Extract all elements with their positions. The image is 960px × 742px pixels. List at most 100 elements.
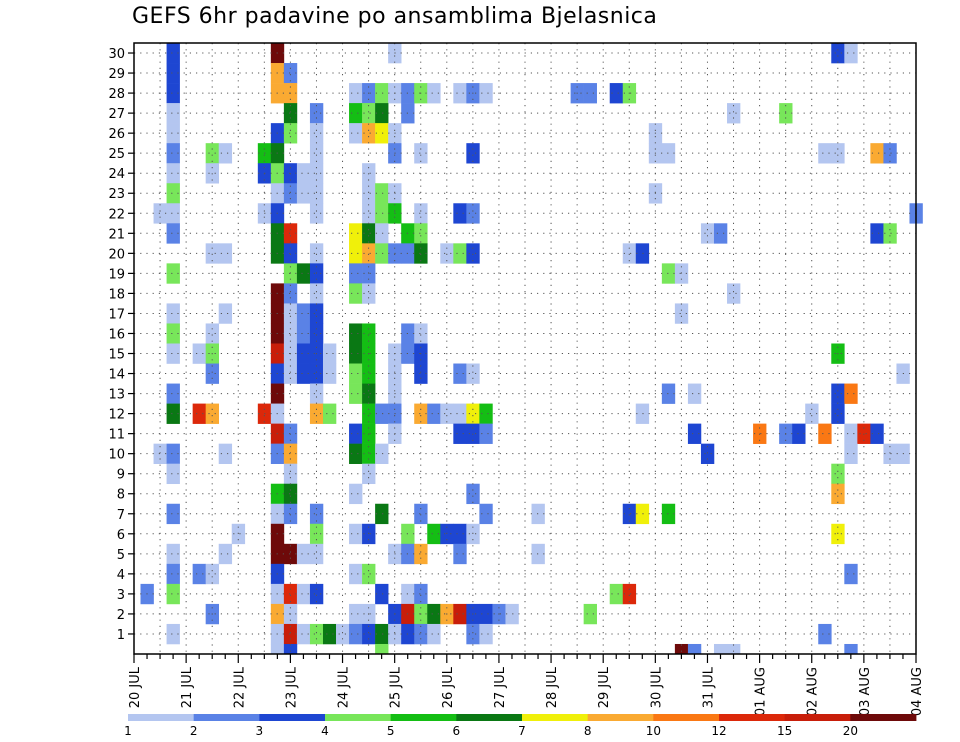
- heatmap-cell: [453, 403, 467, 424]
- x-tick-label: 22 JUL: [232, 666, 247, 708]
- legend-swatch: [456, 714, 523, 721]
- heatmap-cell: [727, 283, 741, 304]
- y-axis: 1234567891011121314151617181920212223242…: [108, 47, 134, 643]
- x-tick-label: 20 JUL: [128, 666, 143, 708]
- heatmap-cell: [349, 383, 363, 404]
- heatmap-cell: [166, 183, 180, 204]
- heatmap-cell: [153, 203, 167, 224]
- y-tick-label: 25: [108, 147, 125, 162]
- heatmap-cell: [283, 63, 298, 84]
- heatmap-cell: [349, 363, 363, 384]
- heatmap-cell: [166, 623, 180, 645]
- heatmap-cell: [166, 63, 180, 84]
- legend-label: 3: [256, 724, 264, 738]
- heatmap-cell: [427, 623, 441, 645]
- heatmap-cell: [218, 303, 233, 324]
- legend-swatch: [719, 714, 786, 721]
- heatmap-cell: [218, 143, 233, 164]
- y-tick-label: 7: [117, 508, 125, 523]
- heatmap-cell: [362, 123, 376, 144]
- heatmap-cell: [166, 103, 180, 124]
- legend-label: 2: [190, 724, 198, 738]
- x-tick-label: 04 AUG: [910, 667, 925, 716]
- heatmap-cell: [414, 623, 428, 645]
- y-tick-label: 5: [117, 548, 125, 563]
- heatmap-cell: [296, 183, 311, 204]
- x-tick-label: 26 JUL: [441, 666, 456, 708]
- heatmap-cell: [322, 363, 337, 384]
- y-tick-label: 16: [108, 327, 125, 342]
- legend-label: 7: [518, 724, 526, 738]
- heatmap-cell: [687, 383, 702, 404]
- heatmap-cell: [166, 143, 180, 164]
- heatmap-cell: [831, 383, 845, 404]
- y-tick-label: 13: [108, 388, 125, 403]
- heatmap-cell: [349, 243, 363, 264]
- heatmap-cell: [192, 403, 206, 424]
- heatmap-cell: [466, 403, 480, 424]
- heatmap-cell: [283, 483, 298, 505]
- heatmap-cell: [349, 83, 363, 104]
- legend-swatch: [128, 714, 195, 721]
- heatmap-cell: [349, 343, 363, 364]
- heatmap-cell: [283, 183, 298, 204]
- heatmap-cell: [283, 623, 298, 645]
- heatmap-cell: [166, 463, 180, 485]
- chart-grid: [134, 43, 916, 654]
- y-tick-label: 1: [117, 628, 125, 643]
- heatmap-cell: [375, 623, 389, 645]
- x-tick-label: 02 AUG: [806, 667, 821, 716]
- heatmap-cell: [362, 463, 376, 485]
- y-tick-label: 6: [117, 528, 125, 543]
- heatmap-cell: [309, 183, 324, 204]
- y-tick-label: 19: [108, 267, 125, 282]
- heatmap-cell: [349, 263, 363, 284]
- heatmap-cell: [479, 603, 493, 625]
- heatmap-cell: [883, 143, 897, 164]
- heatmap-cell: [349, 623, 363, 645]
- heatmap-cell: [192, 343, 206, 364]
- heatmap-cell: [427, 523, 441, 545]
- y-tick-label: 4: [117, 568, 125, 583]
- x-tick-label: 03 AUG: [858, 667, 873, 716]
- heatmap-cell: [453, 83, 467, 104]
- heatmap-cell: [700, 443, 715, 464]
- heatmap-cell: [414, 223, 428, 244]
- legend-swatch: [259, 714, 326, 721]
- heatmap-cell: [296, 263, 311, 284]
- heatmap-cell: [349, 323, 363, 344]
- heatmap-cell: [205, 243, 220, 264]
- heatmap-cell: [727, 643, 741, 655]
- heatmap-cell: [414, 143, 428, 164]
- heatmap-cell: [818, 143, 832, 164]
- heatmap-cell: [309, 623, 324, 645]
- heatmap-cell: [362, 563, 376, 585]
- heatmap-cell: [362, 243, 376, 264]
- heatmap-cell: [205, 403, 220, 424]
- heatmap-cell: [283, 303, 298, 324]
- heatmap-cell: [166, 563, 180, 585]
- heatmap-cell: [844, 443, 858, 464]
- heatmap-cell: [166, 263, 180, 284]
- heatmap-cell: [870, 423, 884, 444]
- x-tick-label: 21 JUL: [180, 666, 195, 708]
- heatmap-cell: [362, 103, 376, 124]
- heatmap-cell: [831, 403, 845, 424]
- heatmap-cell: [349, 103, 363, 124]
- y-tick-label: 3: [117, 588, 125, 603]
- heatmap-cell: [661, 143, 676, 164]
- heatmap-cell: [349, 443, 363, 464]
- legend-swatch: [390, 714, 457, 721]
- heatmap-cell: [466, 623, 480, 645]
- heatmap-cell: [192, 563, 206, 585]
- color-legend: 1 2 3 4 5 6 7 8 10 12 15 20: [124, 714, 917, 738]
- x-tick-label: 25 JUL: [389, 666, 404, 708]
- heatmap-cell: [375, 643, 389, 655]
- heatmap-cell: [166, 163, 180, 184]
- heatmap-cell: [375, 403, 389, 424]
- heatmap-cell: [362, 183, 376, 204]
- heatmap-cell: [166, 43, 180, 64]
- heatmap-cell: [309, 363, 324, 384]
- y-tick-label: 14: [108, 368, 125, 383]
- legend-label: 5: [387, 724, 395, 738]
